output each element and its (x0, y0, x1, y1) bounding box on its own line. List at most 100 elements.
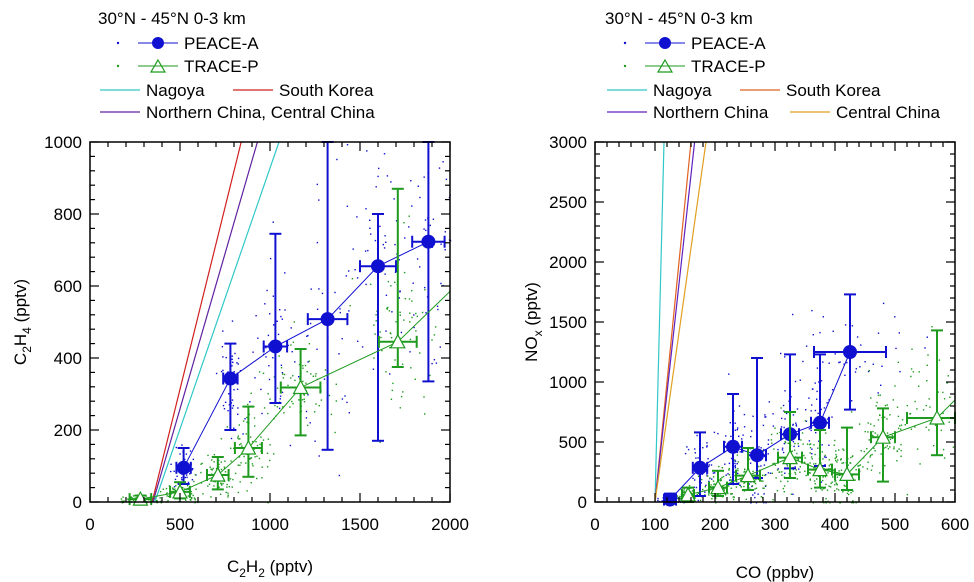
r-raw-point (721, 467, 723, 469)
l-raw-point (239, 481, 241, 483)
r-raw-point (763, 487, 765, 489)
r-raw-point (723, 489, 725, 491)
l-raw-point (316, 348, 318, 350)
l-raw-point (411, 205, 413, 207)
l-raw-point (385, 294, 388, 296)
r-raw-point (776, 469, 779, 471)
emission-line-northern-china-central-china (152, 141, 258, 503)
l-raw-point (387, 280, 390, 283)
l-raw-point (173, 470, 175, 472)
l-raw-point (298, 376, 300, 378)
r-raw-point (925, 404, 927, 407)
r-raw-point (892, 399, 894, 401)
l-raw-point (212, 467, 214, 470)
r-raw-point (943, 398, 946, 400)
r-raw-point (838, 449, 840, 451)
l-raw-point (413, 326, 415, 329)
r-raw-point (809, 452, 811, 454)
l-raw-point (120, 498, 123, 500)
l-raw-point (383, 153, 386, 155)
r-raw-point (763, 448, 765, 451)
emission-line-south-korea (151, 141, 242, 503)
r-raw-point (800, 439, 802, 441)
l-raw-point (399, 290, 401, 292)
l-raw-point (408, 215, 410, 217)
r-raw-point (806, 443, 809, 445)
l-raw-point (330, 413, 333, 416)
r-raw-point (813, 480, 816, 482)
r-raw-point (752, 494, 754, 496)
l-raw-point (249, 436, 252, 438)
r-raw-point (701, 478, 703, 481)
l-raw-point (237, 407, 239, 409)
l-raw-point (408, 226, 410, 228)
l-raw-point (433, 334, 436, 336)
r-raw-point (843, 449, 845, 451)
trace-p-mean-marker (709, 479, 727, 495)
r-raw-point (884, 404, 887, 407)
r-raw-point (748, 458, 750, 460)
r-raw-point (925, 426, 927, 428)
l-raw-point (181, 479, 183, 481)
l-raw-point (181, 444, 183, 446)
r-raw-point (734, 465, 736, 468)
l-raw-point (190, 493, 193, 495)
l-raw-point (252, 465, 254, 467)
l-raw-point (237, 363, 239, 365)
l-raw-point (318, 199, 320, 201)
r-raw-point (737, 461, 739, 463)
l-raw-point (399, 291, 401, 293)
r-raw-point (874, 432, 876, 434)
l-raw-point (370, 283, 372, 286)
r-raw-point (794, 466, 796, 468)
r-raw-point (933, 445, 935, 447)
l-raw-point (310, 373, 312, 375)
trace-p-mean-marker (389, 333, 406, 349)
r-raw-point (700, 482, 702, 484)
r-raw-point (752, 415, 754, 417)
r-raw-point (946, 382, 948, 384)
r-raw-point (790, 451, 793, 453)
r-raw-point (809, 472, 811, 474)
r-raw-point (919, 463, 921, 465)
r-raw-point (855, 368, 857, 370)
r-raw-point (691, 490, 694, 492)
l-raw-point (302, 365, 304, 367)
l-raw-point (250, 457, 253, 459)
r-raw-point (833, 490, 836, 492)
r-raw-point (859, 464, 862, 466)
r-raw-point (781, 471, 783, 473)
r-raw-point (851, 325, 854, 327)
r-raw-point (940, 429, 942, 432)
l-raw-point (393, 198, 395, 200)
r-raw-point (688, 485, 691, 487)
r-raw-point (734, 429, 737, 431)
r-raw-point (695, 486, 698, 489)
r-raw-point (805, 474, 807, 477)
l-raw-point (240, 462, 242, 464)
r-raw-point (877, 392, 879, 394)
r-raw-point (754, 488, 756, 490)
r-raw-point (867, 370, 870, 373)
l-raw-point (262, 372, 265, 374)
r-raw-point (780, 352, 782, 355)
peace-a-mean-marker (663, 492, 677, 507)
r-raw-point (695, 457, 697, 459)
l-raw-point (226, 486, 228, 488)
r-raw-point (782, 404, 785, 407)
l-raw-point (280, 367, 283, 369)
l-raw-point (269, 444, 271, 446)
l-raw-point (282, 406, 284, 408)
l-raw-point (344, 395, 346, 397)
r-raw-point (900, 428, 902, 430)
r-raw-point (734, 467, 737, 469)
r-raw-point (804, 457, 806, 459)
r-raw-point (718, 479, 720, 481)
l-raw-point (193, 480, 195, 483)
r-raw-point (730, 487, 732, 489)
emission-line-northern-china (654, 141, 696, 503)
r-raw-point (872, 435, 874, 437)
l-raw-point (237, 413, 239, 415)
r-raw-point (744, 468, 746, 470)
r-raw-point (740, 480, 742, 482)
